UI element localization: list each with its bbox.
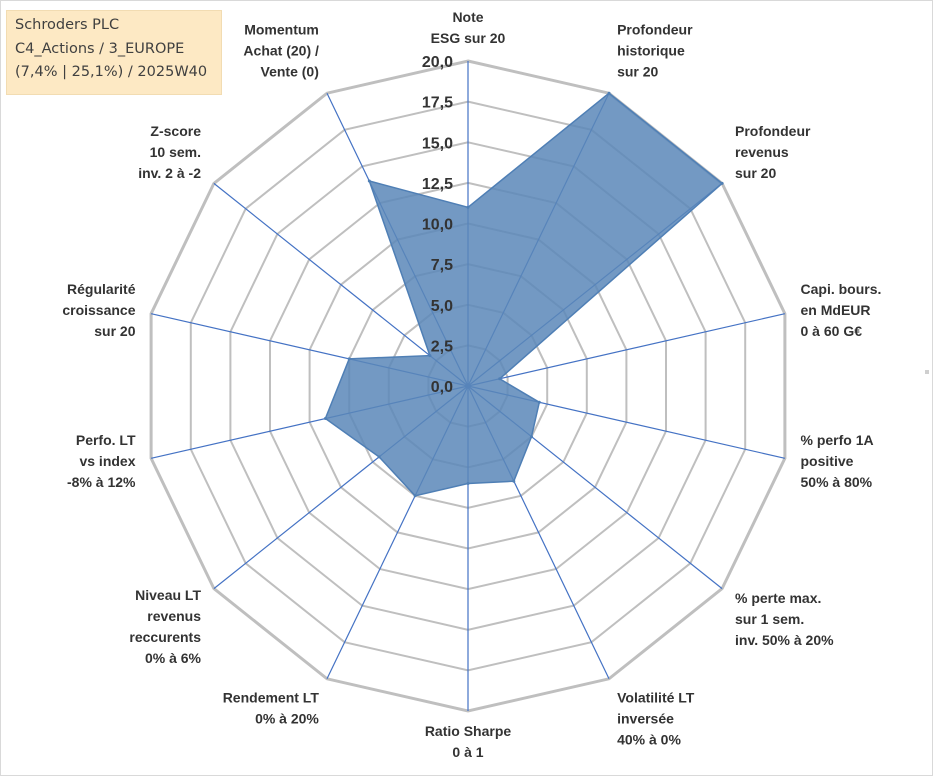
category-label-line: inv. 50% à 20% <box>735 632 834 648</box>
category-label: % perte max. sur 1 sem. inv. 50% à 20% <box>735 590 834 648</box>
tick-label: 5,0 <box>431 298 453 315</box>
category-label-line: Perfo. LT <box>76 432 136 448</box>
category-label-line: 0 à 1 <box>452 744 483 760</box>
data-point <box>607 91 611 95</box>
data-point <box>413 494 417 498</box>
tick-label: 2,5 <box>431 338 453 355</box>
category-labels: Note ESG sur 20 Profondeur historique sur 20… <box>62 9 881 760</box>
category-label-line: sur 20 <box>617 64 658 80</box>
data-point <box>512 479 516 483</box>
company-name: Schroders PLC <box>15 17 120 33</box>
tick-label: 10,0 <box>422 217 453 234</box>
category-label: Volatilité LT inversée 40% à 0% <box>617 689 695 747</box>
tick-label: 17,5 <box>422 95 453 112</box>
category-label-line: revenus <box>735 144 789 160</box>
category-label-line: inv. 2 à -2 <box>138 165 201 181</box>
tick-labels: 0,0 2,5 5,0 7,5 10,0 12,5 15,0 17,5 20,0 <box>422 54 453 396</box>
data-point <box>377 455 381 459</box>
period-info: (7,4% | 25,1%) / 2025W40 <box>15 64 208 80</box>
category-label-line: croissance <box>62 302 135 318</box>
category-label-line: Volatilité LT <box>617 689 695 705</box>
axis-spoke <box>467 313 786 387</box>
category-label-line: inversée <box>617 710 674 726</box>
tick-label: 12,5 <box>422 176 453 193</box>
category-label: Perfo. LT vs index -8% à 12% <box>67 432 136 490</box>
category-label-line: 0 à 60 G€ <box>801 323 863 339</box>
category-label: % perfo 1A positive 50% à 80% <box>801 432 874 490</box>
category-label-line: ESG sur 20 <box>431 30 506 46</box>
data-point <box>367 179 371 183</box>
category-label-line: Profondeur <box>735 123 811 139</box>
data-point <box>347 357 351 361</box>
category-label-line: 40% à 0% <box>617 731 681 747</box>
category-path: C4_Actions / 3_EUROPE <box>15 40 185 57</box>
data-point <box>530 435 533 439</box>
category-label: Niveau LT revenus reccurents 0% à 6% <box>129 587 201 666</box>
category-label: Note ESG sur 20 <box>431 9 506 46</box>
tick-label: 15,0 <box>422 135 453 152</box>
category-label-line: Régularité <box>67 281 136 297</box>
tick-label: 0,0 <box>431 379 453 396</box>
category-label-line: Vente (0) <box>261 64 319 80</box>
category-label: Momentum Achat (20) / Vente (0) <box>243 22 319 80</box>
data-point <box>323 417 327 420</box>
data-point <box>428 354 432 358</box>
category-label: Profondeur revenus sur 20 <box>735 123 811 181</box>
axis-spoke <box>213 182 469 387</box>
category-label-line: % perfo 1A <box>801 432 874 448</box>
category-label: Régularité croissance sur 20 <box>62 281 135 339</box>
category-label-line: en MdEUR <box>801 302 871 318</box>
category-label-line: 0% à 20% <box>255 710 319 726</box>
info-box: Schroders PLC C4_Actions / 3_EUROPE (7,4… <box>6 10 222 95</box>
category-label-line: positive <box>801 453 854 469</box>
category-label-line: Achat (20) / <box>243 43 319 59</box>
category-label: Rendement LT 0% à 20% <box>223 689 320 726</box>
scroll-marker <box>925 370 929 374</box>
category-label-line: historique <box>617 43 685 59</box>
category-label-line: Profondeur <box>617 22 693 38</box>
category-label-line: 50% à 80% <box>801 474 873 490</box>
category-label: Z-score 10 sem. inv. 2 à -2 <box>138 123 201 181</box>
category-label-line: -8% à 12% <box>67 474 136 490</box>
category-label-line: 10 sem. <box>150 144 201 160</box>
category-label: Capi. bours. en MdEUR 0 à 60 G€ <box>801 281 882 339</box>
category-label-line: Rendement LT <box>223 689 320 705</box>
category-label-line: revenus <box>147 608 201 624</box>
category-label-line: sur 1 sem. <box>735 611 804 627</box>
category-label-line: vs index <box>79 453 135 469</box>
category-label-line: Niveau LT <box>135 587 201 603</box>
category-label: Ratio Sharpe 0 à 1 <box>425 723 512 760</box>
category-label-line: reccurents <box>129 629 201 645</box>
category-label-line: Capi. bours. <box>801 281 882 297</box>
data-point <box>498 377 502 381</box>
category-label-line: Z-score <box>150 123 201 139</box>
category-label-line: Momentum <box>244 22 319 38</box>
tick-label: 20,0 <box>422 54 453 71</box>
data-point <box>537 400 541 404</box>
category-label-line: % perte max. <box>735 590 821 606</box>
category-label-line: Ratio Sharpe <box>425 723 512 739</box>
series-layer <box>323 91 724 498</box>
category-label-line: 0% à 6% <box>145 650 202 666</box>
category-label-line: Note <box>452 9 483 25</box>
tick-label: 7,5 <box>431 257 453 274</box>
category-label-line: sur 20 <box>735 165 776 181</box>
category-label: Profondeur historique sur 20 <box>617 22 693 80</box>
series-area <box>324 92 724 497</box>
category-label-line: sur 20 <box>94 323 135 339</box>
data-point <box>466 482 470 485</box>
data-point <box>720 181 724 185</box>
data-point <box>466 205 470 209</box>
